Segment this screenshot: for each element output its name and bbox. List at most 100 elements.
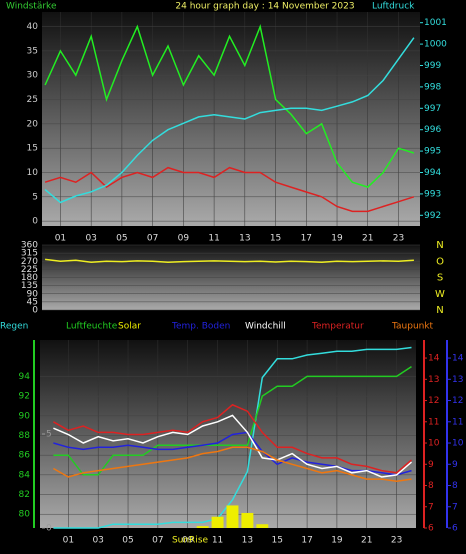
y-tick-label: 86 — [19, 451, 31, 461]
series-line — [44, 166, 415, 213]
solar-bar — [196, 526, 209, 528]
sunrise-label: SunRise — [172, 536, 209, 546]
y-tick-label: 12 — [428, 396, 439, 406]
y-tick-label: 225 — [21, 265, 38, 275]
y-tick-label: 8 — [428, 481, 434, 491]
compass-label: S — [437, 273, 443, 284]
y-tick-label: 996 — [424, 125, 441, 135]
legend-label: Luftfeuchte — [66, 322, 118, 332]
y-tick-label: 84 — [19, 470, 31, 480]
y-tick-label: 994 — [424, 168, 441, 178]
series-line — [53, 446, 412, 483]
x-tick-label: 15 — [270, 234, 281, 244]
x-tick-label: 19 — [331, 536, 343, 546]
y-tick-label: 5 — [46, 430, 52, 440]
x-tick-label: 23 — [391, 536, 402, 546]
x-tick-label: 05 — [116, 234, 127, 244]
y-tick-label: 997 — [424, 104, 441, 114]
solar-bar — [256, 524, 269, 528]
x-tick-label: 21 — [362, 234, 373, 244]
legend-label: Temp. Boden — [171, 322, 230, 332]
series-line — [53, 365, 412, 476]
y-tick-label: 135 — [21, 281, 38, 291]
x-tick-label: 15 — [272, 536, 283, 546]
y-tick-label: 10 — [452, 439, 464, 449]
y-tick-label: 360 — [21, 241, 38, 251]
compass-label: O — [436, 256, 444, 267]
series-line — [53, 414, 412, 478]
y-tick-label: 6 — [428, 524, 434, 534]
y-tick-label: 40 — [27, 22, 39, 32]
x-tick-label: 11 — [208, 234, 219, 244]
solar-bar — [211, 516, 224, 528]
x-tick-label: 09 — [182, 536, 194, 546]
y-tick-label: 30 — [27, 71, 39, 81]
x-tick-label: 05 — [122, 536, 133, 546]
y-tick-label: 270 — [21, 257, 38, 267]
compass-label: N — [436, 240, 443, 251]
y-tick-label: 7 — [452, 502, 458, 512]
y-tick-label: 5 — [32, 192, 38, 202]
x-tick-label: 03 — [92, 536, 103, 546]
legend-label: Temperatur — [311, 322, 364, 332]
y-tick-label: 80 — [19, 510, 31, 520]
y-tick-label: 11 — [428, 417, 439, 427]
y-tick-label: 9 — [428, 460, 434, 470]
y-tick-label: 7 — [428, 502, 434, 512]
x-tick-label: 23 — [393, 234, 404, 244]
y-tick-label: 94 — [19, 372, 31, 382]
x-tick-label: 01 — [55, 234, 66, 244]
y-tick-label: 995 — [424, 147, 441, 157]
x-tick-label: 19 — [331, 234, 343, 244]
y-tick-label: 1000 — [424, 40, 447, 50]
series-line — [45, 258, 414, 263]
y-tick-label: 92 — [19, 392, 30, 402]
series-line — [44, 24, 415, 188]
compass-label: W — [435, 289, 445, 300]
y-tick-label: 993 — [424, 189, 441, 199]
y-tick-label: 90 — [27, 289, 39, 299]
y-tick-label: 180 — [21, 273, 38, 283]
compass-label: N — [436, 305, 443, 316]
x-tick-label: 07 — [152, 536, 163, 546]
y-tick-label: 25 — [27, 95, 38, 105]
y-tick-label: 998 — [424, 82, 441, 92]
y-tick-label: 90 — [19, 411, 31, 421]
x-tick-label: 11 — [212, 536, 223, 546]
y-tick-label: 9 — [452, 460, 458, 470]
x-tick-label: 17 — [301, 536, 312, 546]
y-tick-label: 13 — [428, 375, 439, 385]
plot-area — [42, 12, 420, 226]
legend-label: Solar — [118, 322, 141, 332]
y-tick-label: 992 — [424, 211, 441, 221]
y-tick-label: 10 — [27, 168, 39, 178]
y-tick-label: 20 — [27, 119, 39, 129]
y-tick-label: 14 — [452, 354, 464, 364]
x-tick-label: 03 — [85, 234, 96, 244]
y-tick-label: 15 — [27, 144, 38, 154]
legend-label: Regen — [0, 322, 28, 332]
legend-label: Windchill — [245, 322, 286, 332]
x-tick-label: 13 — [239, 234, 250, 244]
y-tick-label: 315 — [21, 249, 38, 259]
solar-bar — [241, 512, 254, 528]
x-tick-label: 17 — [301, 234, 312, 244]
plot-area — [40, 340, 416, 528]
solar-bar — [226, 505, 239, 528]
x-tick-label: 09 — [178, 234, 190, 244]
y-tick-label: 13 — [452, 375, 463, 385]
y-tick-label: 14 — [428, 354, 440, 364]
y-tick-label: 0 — [32, 306, 38, 316]
page-title: 24 hour graph day : 14 November 2023 — [175, 2, 354, 12]
axis-title: Luftdruck — [372, 2, 415, 12]
y-tick-label: 6 — [452, 524, 458, 534]
y-tick-label: 35 — [27, 46, 38, 56]
axis-title: Windstärke — [6, 2, 57, 12]
x-tick-label: 13 — [242, 536, 253, 546]
series-line — [44, 37, 415, 204]
x-tick-label: 01 — [63, 536, 74, 546]
y-tick-label: 999 — [424, 61, 441, 71]
y-tick-label: 10 — [428, 439, 440, 449]
